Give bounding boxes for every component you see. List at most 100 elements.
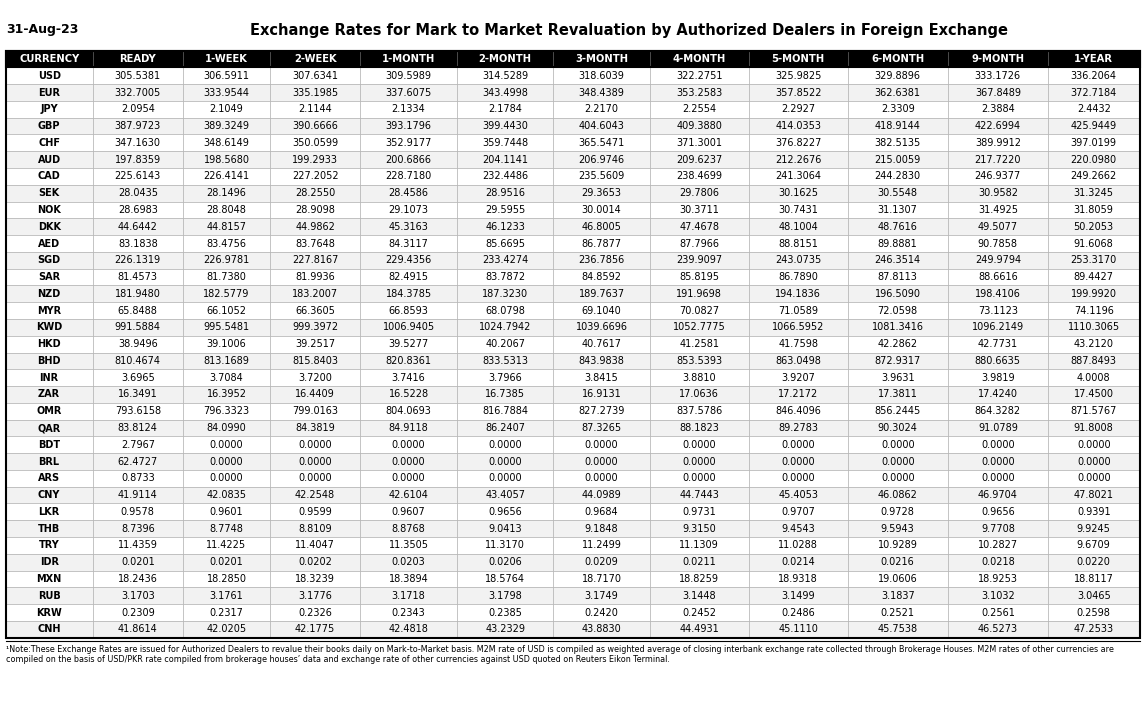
Text: 306.5911: 306.5911 xyxy=(203,71,249,81)
Text: 0.2452: 0.2452 xyxy=(682,607,717,617)
Text: 74.1196: 74.1196 xyxy=(1073,306,1113,316)
Text: 0.0000: 0.0000 xyxy=(981,456,1015,466)
Text: 0.0216: 0.0216 xyxy=(881,557,914,568)
Text: NZD: NZD xyxy=(38,288,61,299)
Text: 404.6043: 404.6043 xyxy=(578,121,624,131)
Text: 393.1796: 393.1796 xyxy=(385,121,432,131)
Text: 863.0498: 863.0498 xyxy=(775,356,821,366)
Text: 239.9097: 239.9097 xyxy=(677,255,722,265)
Text: 86.2407: 86.2407 xyxy=(485,423,525,433)
Text: 4-MONTH: 4-MONTH xyxy=(673,54,726,64)
Text: 3.1703: 3.1703 xyxy=(121,591,154,601)
Text: 29.3653: 29.3653 xyxy=(582,188,622,198)
Text: 17.0636: 17.0636 xyxy=(679,390,719,400)
Text: 846.4096: 846.4096 xyxy=(775,406,821,416)
Text: 0.0206: 0.0206 xyxy=(488,557,522,568)
Text: 0.0000: 0.0000 xyxy=(488,456,522,466)
Text: 42.4818: 42.4818 xyxy=(389,624,429,634)
Text: 0.0218: 0.0218 xyxy=(981,557,1015,568)
Text: 856.2445: 856.2445 xyxy=(874,406,921,416)
Text: 89.2783: 89.2783 xyxy=(778,423,818,433)
Text: 793.6158: 793.6158 xyxy=(114,406,161,416)
Text: 249.2662: 249.2662 xyxy=(1071,171,1117,181)
Text: HKD: HKD xyxy=(38,339,61,349)
Text: READY: READY xyxy=(119,54,157,64)
Text: 41.2581: 41.2581 xyxy=(679,339,719,349)
Text: 11.3505: 11.3505 xyxy=(389,540,429,550)
Text: 2.1334: 2.1334 xyxy=(392,104,425,114)
Text: 215.0059: 215.0059 xyxy=(874,155,921,165)
Text: 72.0598: 72.0598 xyxy=(878,306,918,316)
Text: 3.7084: 3.7084 xyxy=(209,372,243,382)
Text: 18.3239: 18.3239 xyxy=(295,574,335,584)
Text: 16.9131: 16.9131 xyxy=(582,390,622,400)
Text: 2.2170: 2.2170 xyxy=(584,104,618,114)
Text: 853.5393: 853.5393 xyxy=(677,356,722,366)
Text: 84.9118: 84.9118 xyxy=(389,423,429,433)
Text: 2-MONTH: 2-MONTH xyxy=(479,54,531,64)
Text: 0.0000: 0.0000 xyxy=(782,456,815,466)
Text: 999.3972: 999.3972 xyxy=(293,322,338,333)
Text: 189.7637: 189.7637 xyxy=(578,288,625,299)
Text: 87.7966: 87.7966 xyxy=(679,239,719,249)
Text: 9.3150: 9.3150 xyxy=(682,523,717,534)
Text: OMR: OMR xyxy=(37,406,62,416)
Text: 815.8403: 815.8403 xyxy=(293,356,338,366)
Text: 0.0000: 0.0000 xyxy=(1077,456,1111,466)
Text: SAR: SAR xyxy=(38,272,61,282)
Text: 227.2052: 227.2052 xyxy=(291,171,338,181)
Text: 399.4430: 399.4430 xyxy=(482,121,528,131)
Text: 0.0000: 0.0000 xyxy=(981,474,1015,484)
Text: 414.0353: 414.0353 xyxy=(775,121,821,131)
Text: 337.6075: 337.6075 xyxy=(385,87,432,98)
Text: CAD: CAD xyxy=(38,171,61,181)
Text: 352.9177: 352.9177 xyxy=(385,138,432,148)
Text: 66.8593: 66.8593 xyxy=(389,306,429,316)
Text: 86.7890: 86.7890 xyxy=(778,272,818,282)
Text: 89.8881: 89.8881 xyxy=(878,239,918,249)
Text: 84.8592: 84.8592 xyxy=(582,272,622,282)
Text: 0.0000: 0.0000 xyxy=(298,440,331,450)
Text: 3.1798: 3.1798 xyxy=(488,591,522,601)
Text: 81.4573: 81.4573 xyxy=(118,272,158,282)
Text: GBP: GBP xyxy=(38,121,61,131)
Text: 0.0000: 0.0000 xyxy=(881,440,914,450)
Text: 45.4053: 45.4053 xyxy=(778,490,818,500)
Text: 84.3819: 84.3819 xyxy=(295,423,335,433)
Text: 29.1073: 29.1073 xyxy=(389,205,429,215)
Text: RUB: RUB xyxy=(38,591,61,601)
Text: 3.8415: 3.8415 xyxy=(585,372,618,382)
Text: 91.0789: 91.0789 xyxy=(978,423,1017,433)
Text: 90.7858: 90.7858 xyxy=(978,239,1017,249)
Text: 333.1726: 333.1726 xyxy=(975,71,1021,81)
Text: 0.8733: 0.8733 xyxy=(121,474,154,484)
Text: 0.0000: 0.0000 xyxy=(392,456,425,466)
Text: 31.8059: 31.8059 xyxy=(1073,205,1113,215)
Text: 8.7748: 8.7748 xyxy=(209,523,243,534)
Text: 336.2064: 336.2064 xyxy=(1071,71,1117,81)
Text: 62.4727: 62.4727 xyxy=(118,456,158,466)
Text: 28.6983: 28.6983 xyxy=(118,205,158,215)
Text: 0.0000: 0.0000 xyxy=(1077,474,1111,484)
Text: 84.0990: 84.0990 xyxy=(207,423,247,433)
Text: 2.1049: 2.1049 xyxy=(209,104,243,114)
Text: 227.8167: 227.8167 xyxy=(291,255,338,265)
Text: 71.0589: 71.0589 xyxy=(778,306,818,316)
Text: 42.2548: 42.2548 xyxy=(295,490,335,500)
Text: 353.2583: 353.2583 xyxy=(677,87,722,98)
Text: 0.9607: 0.9607 xyxy=(392,507,425,517)
Text: 0.2420: 0.2420 xyxy=(585,607,618,617)
Text: 827.2739: 827.2739 xyxy=(578,406,625,416)
Text: 864.3282: 864.3282 xyxy=(975,406,1021,416)
Text: 9.1848: 9.1848 xyxy=(585,523,618,534)
Text: 0.0201: 0.0201 xyxy=(209,557,243,568)
Text: 187.3230: 187.3230 xyxy=(482,288,528,299)
Text: 28.1496: 28.1496 xyxy=(207,188,247,198)
Text: 6-MONTH: 6-MONTH xyxy=(871,54,925,64)
Text: 11.3170: 11.3170 xyxy=(485,540,525,550)
Text: 0.9731: 0.9731 xyxy=(682,507,717,517)
Text: 2.3309: 2.3309 xyxy=(881,104,914,114)
Text: AUD: AUD xyxy=(38,155,61,165)
Text: 2.1144: 2.1144 xyxy=(298,104,331,114)
Text: 18.9253: 18.9253 xyxy=(978,574,1017,584)
